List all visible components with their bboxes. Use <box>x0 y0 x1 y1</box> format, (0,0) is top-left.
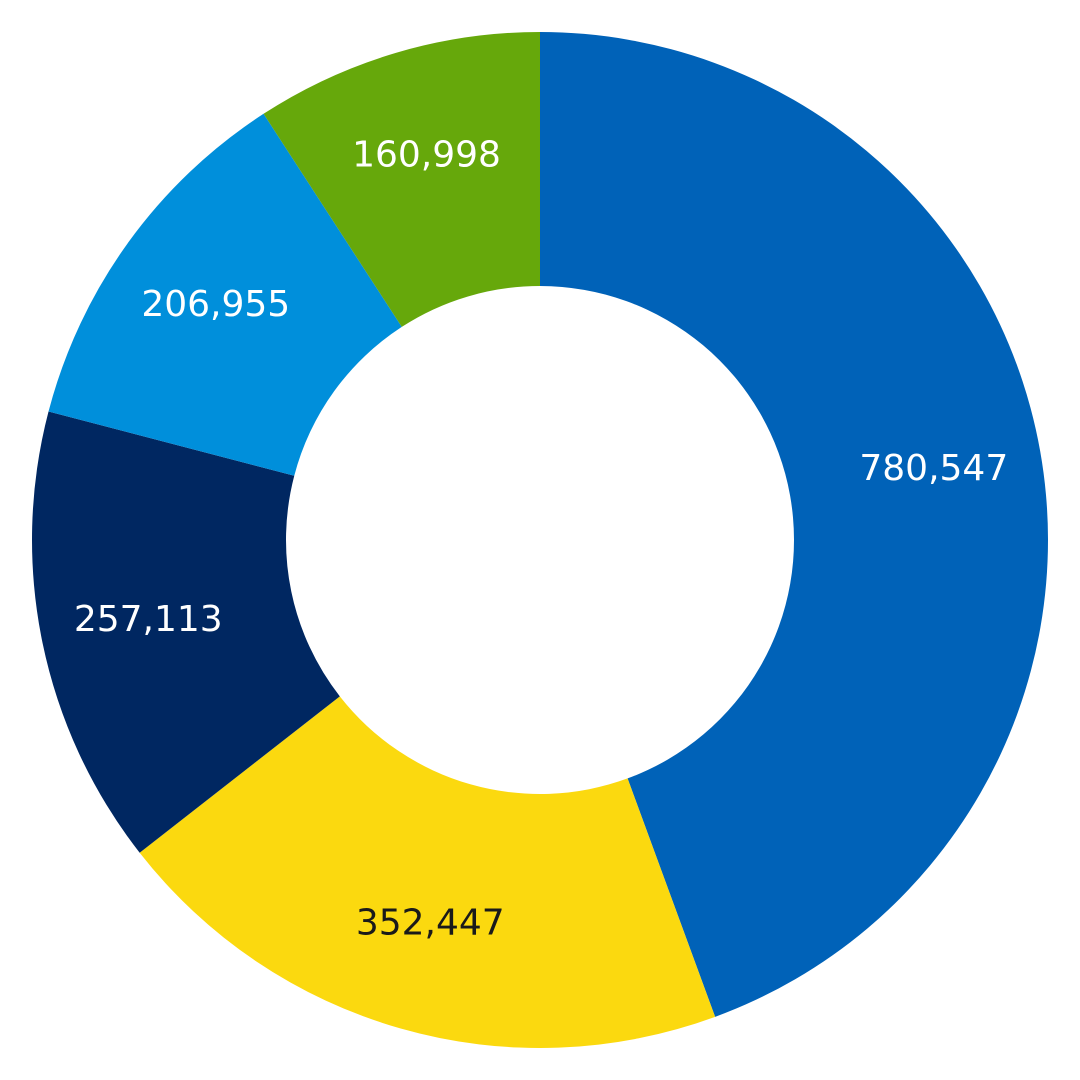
donut-slice <box>32 411 340 853</box>
value-label: 780,547 <box>859 448 1008 489</box>
donut-slice <box>263 32 540 327</box>
donut-slice <box>540 32 1048 1017</box>
value-label: 352,447 <box>356 903 505 944</box>
donut-slice <box>139 696 716 1048</box>
value-label: 257,113 <box>74 599 223 640</box>
donut-slice <box>48 113 402 476</box>
value-label: 206,955 <box>141 284 290 325</box>
value-label: 160,998 <box>352 134 501 175</box>
